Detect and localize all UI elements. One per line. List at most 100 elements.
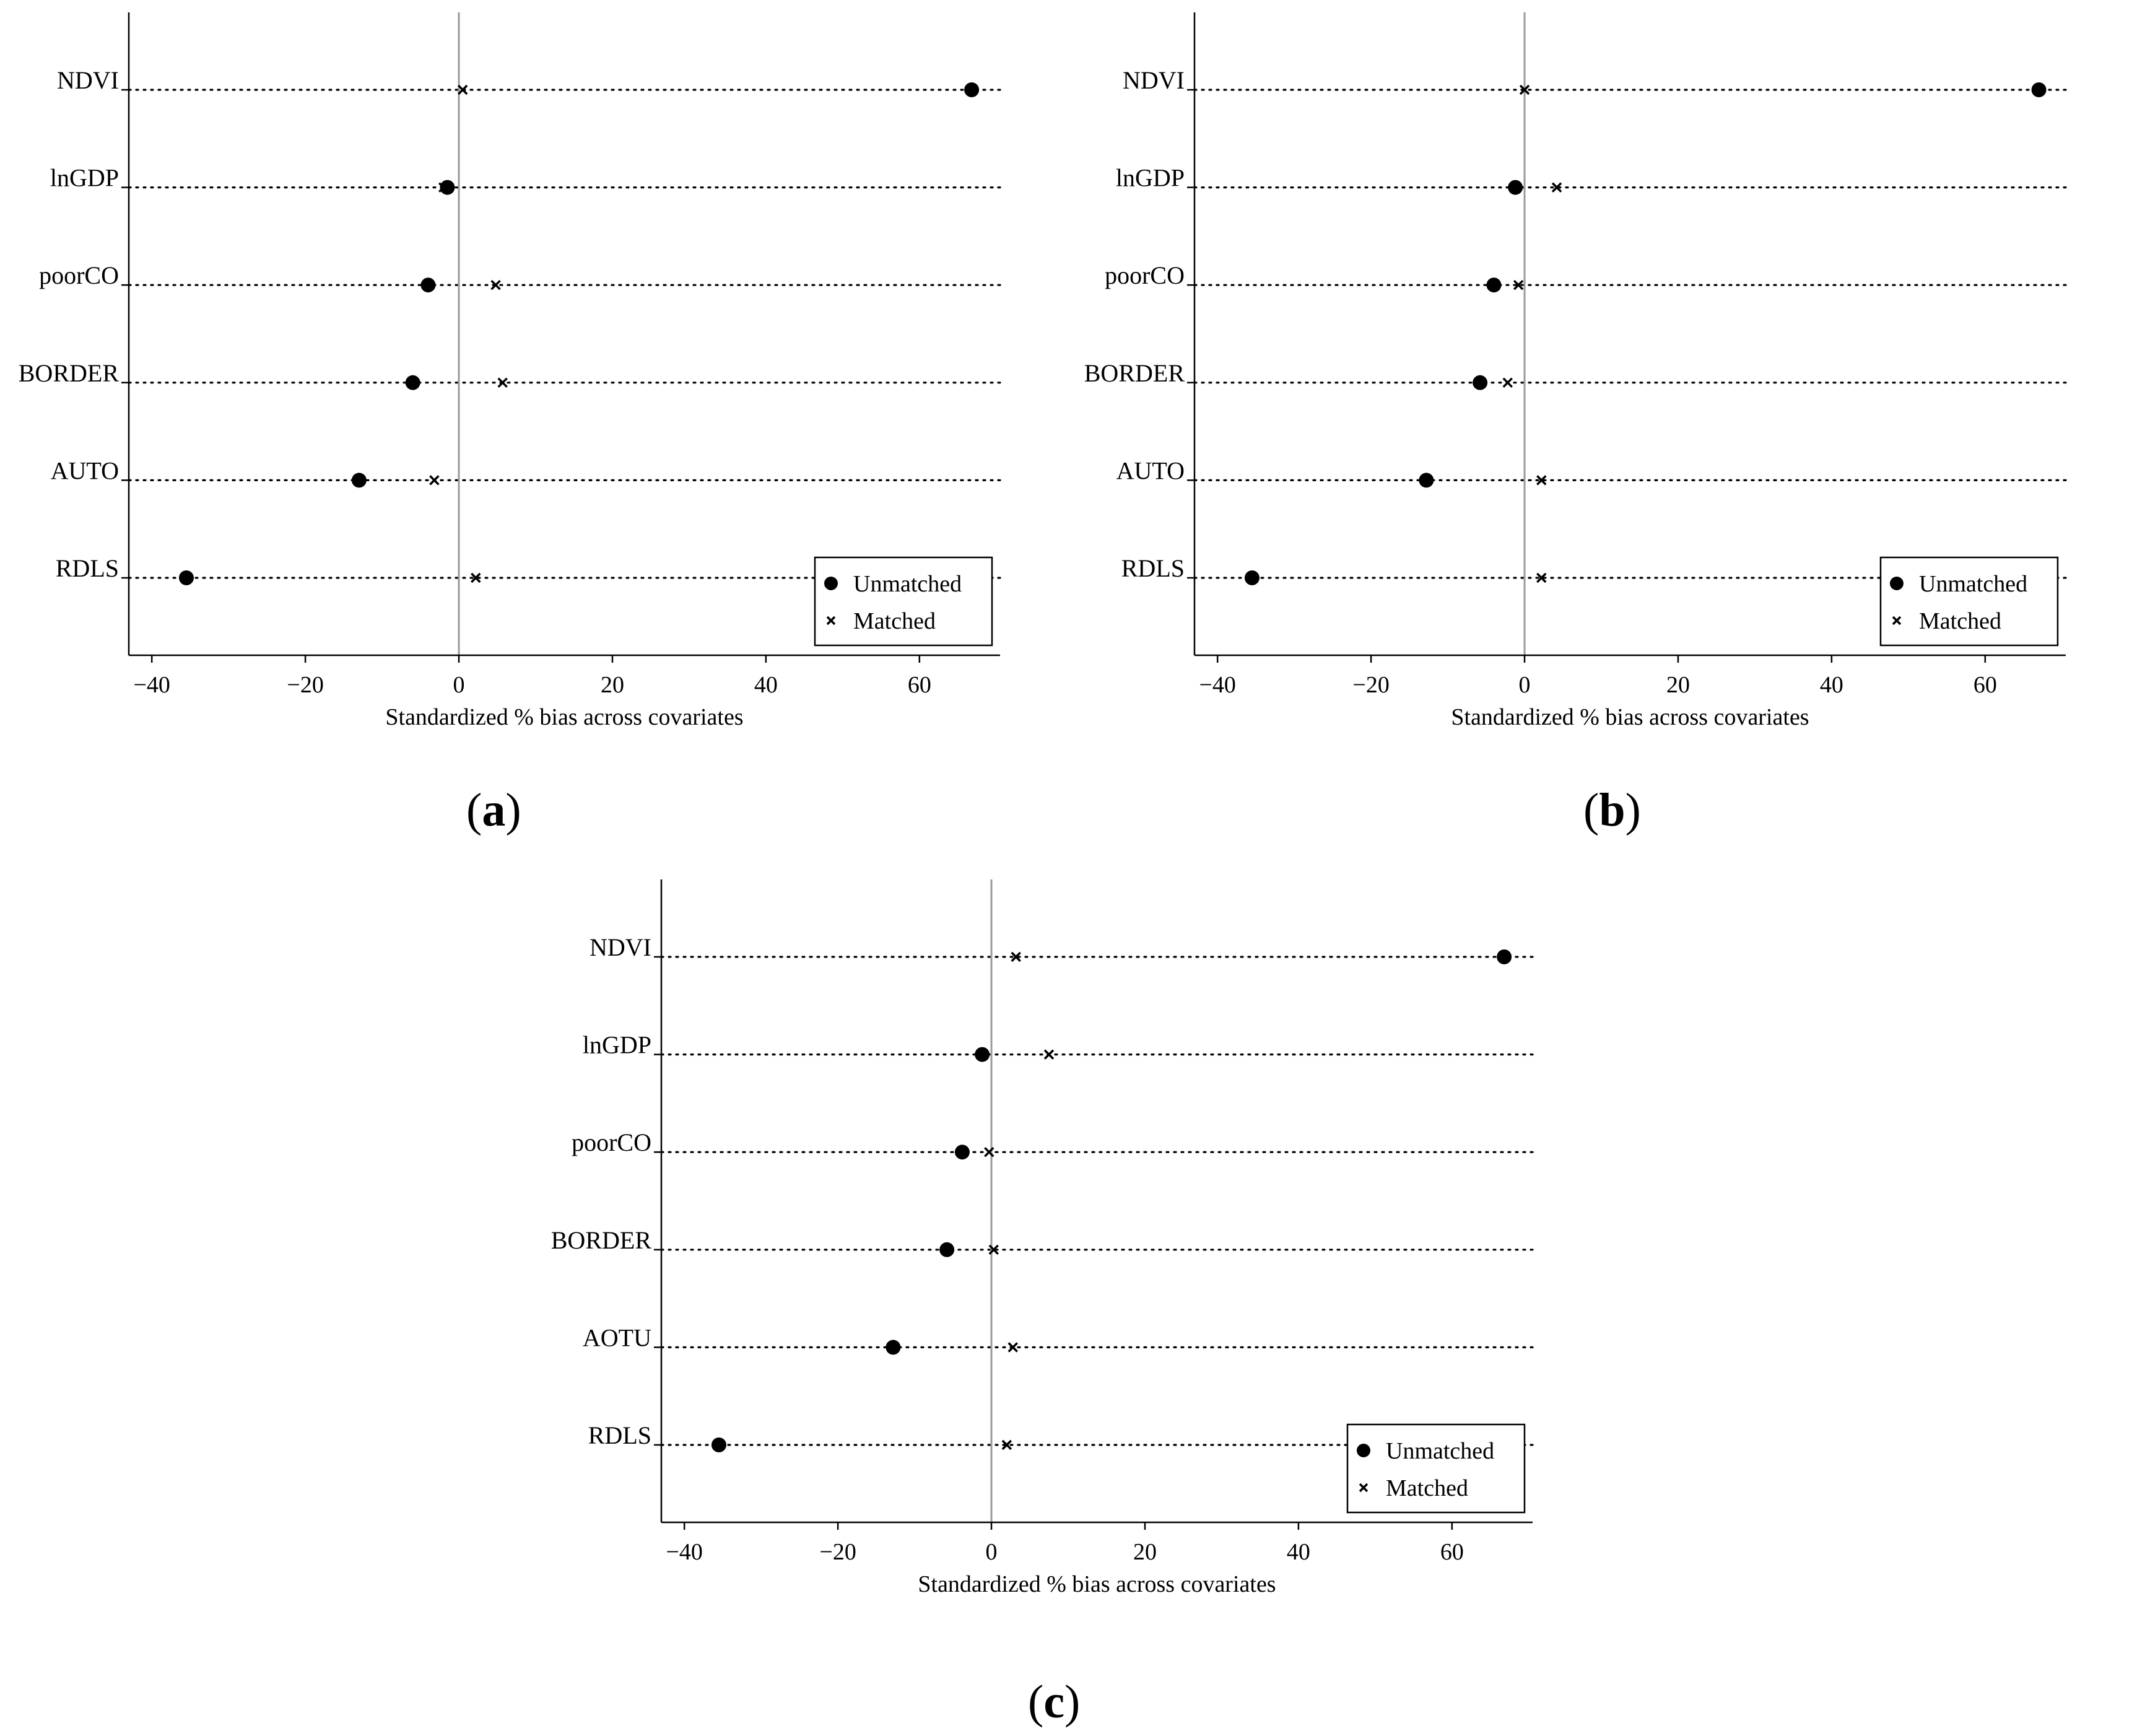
matched-point-stroke — [1043, 1049, 1055, 1060]
x-tick-label: 60 — [1973, 672, 1997, 698]
legend-entry-label: Unmatched — [1919, 571, 2027, 597]
x-tick-label: 0 — [1519, 672, 1531, 698]
unmatched-point — [885, 1340, 901, 1355]
legend-box — [1346, 1423, 1526, 1514]
matched-point-stroke — [1502, 377, 1513, 388]
panel-label-c: (c) — [1028, 1676, 1081, 1728]
unmatched-point — [440, 180, 455, 195]
matched-point — [497, 377, 508, 388]
unmatched-point — [939, 1242, 955, 1257]
matched-point — [490, 279, 501, 290]
unmatched-point — [964, 82, 980, 97]
unmatched-point — [1497, 949, 1512, 964]
matched-point — [438, 182, 449, 193]
legend-unmatched-marker — [1357, 1444, 1370, 1457]
legend-entry-label: Matched — [1919, 608, 2001, 634]
matched-point-stroke — [429, 475, 440, 486]
x-tick-label: 40 — [1287, 1539, 1310, 1565]
legend-unmatched-marker — [1890, 577, 1904, 590]
legend-box — [1879, 556, 2059, 647]
x-tick-label: −40 — [1199, 672, 1235, 698]
unmatched-point — [178, 570, 194, 585]
unmatched-point — [1508, 180, 1523, 195]
covariate-label: poorCO — [1105, 261, 1185, 289]
matched-point — [1043, 1049, 1055, 1060]
matched-point — [1011, 951, 1021, 962]
dot-plot-c: NDVI lnGDP poorCO BORDER AOTU RDLS −40 −20 0 20 40… — [551, 879, 1534, 1597]
matched-point — [1007, 1342, 1018, 1353]
matched-point-stroke — [1513, 279, 1524, 290]
x-tick-label: 20 — [1133, 1539, 1157, 1565]
covariate-label: RDLS — [588, 1421, 651, 1449]
x-axis-title: Standardized % bias across covariates — [1451, 704, 1809, 730]
unmatched-point — [405, 375, 420, 390]
matched-point-stroke — [471, 572, 481, 583]
x-tick-label: 0 — [986, 1539, 998, 1565]
matched-point — [1502, 377, 1513, 388]
x-tick-label: −20 — [287, 672, 323, 698]
unmatched-point — [975, 1047, 990, 1062]
legend-matched-marker — [1359, 1483, 1368, 1493]
covariate-label: poorCO — [39, 261, 119, 289]
legend-matched-marker — [826, 616, 836, 626]
matched-point-stroke — [984, 1146, 994, 1158]
covariate-label: AUTO — [1116, 456, 1185, 484]
matched-point-stroke — [1011, 951, 1021, 962]
legend-entry-label: Matched — [1386, 1475, 1468, 1501]
x-tick-label: 20 — [1666, 672, 1690, 698]
plot-area: NDVI lnGDP poorCO BORDER AOTU RDLS −40 −20 0 20 40… — [551, 879, 1534, 1597]
x-axis-title: Standardized % bias across covariates — [918, 1571, 1276, 1597]
dot-plot-b: NDVI lnGDP poorCO BORDER AUTO RDLS −40 −20 0 20 40… — [1084, 12, 2067, 730]
chart-panel-c: NDVI lnGDP poorCO BORDER AOTU RDLS −40 −20 0 20 40… — [533, 867, 1599, 1635]
covariate-label: RDLS — [1121, 554, 1185, 582]
covariate-label: AOTU — [583, 1324, 651, 1351]
x-tick-label: 60 — [908, 672, 931, 698]
plot-area: NDVI lnGDP poorCO BORDER AUTO RDLS −40 −20 0 20 40… — [1084, 12, 2067, 730]
panel-letter-c: c — [1043, 1676, 1065, 1728]
matched-point — [1519, 84, 1530, 95]
legend-box — [814, 556, 993, 647]
covariate-label: BORDER — [551, 1226, 652, 1254]
panel-letter-b: b — [1599, 784, 1625, 836]
x-axis-title: Standardized % bias across covariates — [385, 704, 743, 730]
matched-point-stroke — [458, 84, 468, 95]
unmatched-point — [1473, 375, 1488, 390]
legend-entry-label: Matched — [853, 608, 936, 634]
unmatched-point — [954, 1145, 970, 1160]
matched-point — [458, 84, 468, 95]
x-tick-label: 0 — [453, 672, 465, 698]
x-tick-label: −40 — [133, 672, 170, 698]
unmatched-point — [1419, 473, 1434, 488]
chart-panel-b: NDVI lnGDP poorCO BORDER AUTO RDLS −40 −20 0 20 40… — [1066, 0, 2132, 762]
matched-point-stroke — [497, 377, 508, 388]
covariate-label: lnGDP — [583, 1031, 651, 1059]
x-tick-label: −40 — [666, 1539, 702, 1565]
legend-unmatched-marker — [824, 577, 838, 590]
matched-point — [1536, 475, 1547, 486]
covariate-label: lnGDP — [50, 164, 119, 192]
covariate-label: BORDER — [1084, 359, 1185, 387]
plot-area: NDVI lnGDP poorCO BORDER AUTO RDLS −40 −20 0 20 40… — [19, 12, 1001, 730]
unmatched-point — [1244, 570, 1260, 585]
covariate-label: lnGDP — [1116, 164, 1185, 192]
matched-point — [1536, 572, 1547, 583]
matched-point — [1001, 1439, 1012, 1450]
unmatched-point — [711, 1437, 726, 1452]
x-tick-label: 20 — [601, 672, 624, 698]
x-tick-label: 60 — [1440, 1539, 1464, 1565]
matched-point-stroke — [1001, 1439, 1012, 1450]
x-tick-label: 40 — [754, 672, 778, 698]
legend-matched-marker — [1892, 616, 1902, 626]
matched-point — [1551, 182, 1562, 193]
matched-point-stroke — [1536, 572, 1547, 583]
matched-point-stroke — [1551, 182, 1562, 193]
covariate-label: BORDER — [19, 359, 120, 387]
legend-entry-label: Unmatched — [853, 571, 962, 597]
covariate-label: RDLS — [56, 554, 119, 582]
dot-plot-a: NDVI lnGDP poorCO BORDER AUTO RDLS −40 −20 0 20 40… — [19, 12, 1001, 730]
covariate-label: NDVI — [590, 933, 651, 961]
matched-point-stroke — [1007, 1342, 1018, 1353]
unmatched-point — [1486, 277, 1502, 293]
covariate-label: NDVI — [1123, 66, 1185, 94]
covariate-label: AUTO — [51, 456, 119, 484]
